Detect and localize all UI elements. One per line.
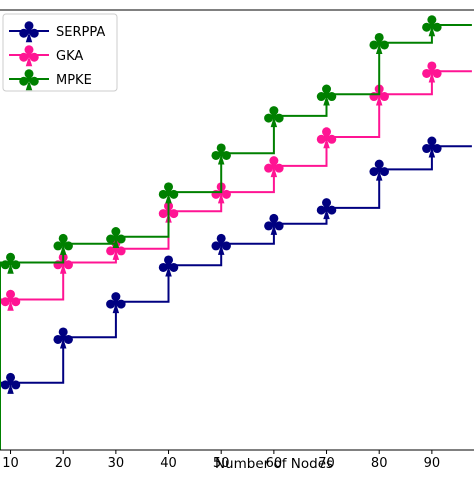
series-gka bbox=[0, 61, 472, 450]
x-tick-label: 20 bbox=[55, 456, 72, 471]
data-point-gka-70 bbox=[316, 127, 337, 149]
data-point-serppa-40 bbox=[158, 255, 179, 277]
series-line-gka bbox=[0, 70, 472, 450]
x-axis-ticks: 10 20 30 40 50 60 70 80 90 bbox=[2, 450, 440, 471]
series-mpke bbox=[0, 15, 472, 450]
data-point-mpke-80 bbox=[369, 32, 389, 54]
legend-marker-club-icon bbox=[19, 45, 39, 67]
data-point-mpke-50 bbox=[211, 143, 231, 165]
data-point-mpke-40 bbox=[158, 182, 179, 204]
x-tick-label: 30 bbox=[108, 456, 125, 471]
data-point-mpke-10 bbox=[0, 252, 21, 274]
legend-item-mpke: MPKE bbox=[9, 69, 92, 91]
x-tick-label: 80 bbox=[371, 456, 388, 471]
legend-item-serppa: SERPPA bbox=[9, 21, 105, 43]
data-point-mpke-70 bbox=[316, 84, 337, 106]
x-tick-label: 70 bbox=[318, 456, 335, 471]
data-point-mpke-90 bbox=[422, 15, 442, 37]
legend-label: MPKE bbox=[56, 73, 92, 88]
x-tick-label: 10 bbox=[2, 456, 19, 471]
legend-item-gka: GKA bbox=[9, 45, 83, 67]
x-tick-label: 90 bbox=[424, 456, 441, 471]
x-axis-label: Number of Nodes bbox=[215, 456, 333, 472]
data-point-serppa-20 bbox=[53, 327, 73, 349]
legend-marker-club-icon bbox=[19, 69, 39, 91]
plot-series-layer bbox=[0, 15, 472, 450]
data-point-serppa-30 bbox=[106, 292, 126, 314]
data-point-serppa-70 bbox=[316, 198, 337, 220]
data-point-serppa-80 bbox=[369, 159, 389, 181]
data-point-gka-10 bbox=[0, 289, 21, 311]
data-point-serppa-60 bbox=[264, 213, 284, 235]
series-serppa bbox=[0, 136, 472, 450]
data-point-gka-90 bbox=[422, 61, 442, 83]
legend-label: SERPPA bbox=[56, 25, 105, 40]
data-point-serppa-10 bbox=[0, 372, 21, 394]
x-tick-label: 60 bbox=[266, 456, 283, 471]
x-tick-label: 40 bbox=[160, 456, 177, 471]
data-point-gka-40 bbox=[158, 201, 179, 223]
data-point-mpke-60 bbox=[264, 106, 284, 128]
data-point-mpke-20 bbox=[53, 233, 73, 255]
legend-label: GKA bbox=[56, 49, 83, 64]
data-point-mpke-30 bbox=[106, 227, 126, 248]
legend: SERPPA GKA MPKE bbox=[2, 13, 118, 92]
x-tick-label: 50 bbox=[213, 456, 230, 471]
legend-marker-club-icon bbox=[19, 21, 39, 43]
data-point-gka-60 bbox=[264, 156, 284, 178]
data-point-serppa-90 bbox=[422, 136, 442, 158]
data-point-serppa-50 bbox=[211, 233, 231, 255]
